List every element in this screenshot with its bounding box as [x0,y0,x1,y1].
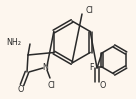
Text: Cl: Cl [85,6,93,14]
Text: O: O [18,86,24,95]
Text: NH₂: NH₂ [6,38,21,47]
Text: F: F [89,62,94,71]
Text: Cl: Cl [47,80,55,89]
Text: N: N [42,63,48,72]
Text: O: O [99,81,105,90]
